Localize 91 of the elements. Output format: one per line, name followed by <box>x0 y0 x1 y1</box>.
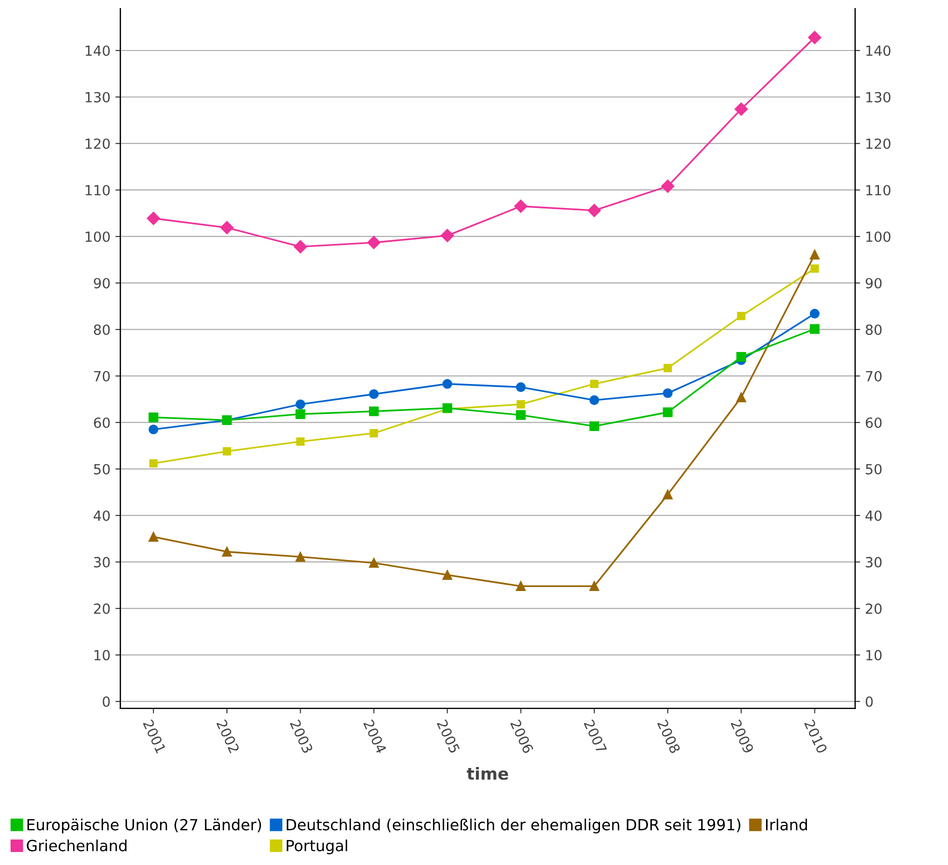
y-tick-label: 110 <box>86 184 110 196</box>
y2-tick-label: 90 <box>866 278 882 288</box>
point <box>222 447 232 456</box>
x-tick-label: 2008 <box>657 719 681 754</box>
point <box>589 421 600 432</box>
y2-tick-label: 100 <box>866 231 890 242</box>
y-tick-label: 130 <box>86 92 110 102</box>
x-tick-label: 2001 <box>142 719 166 754</box>
point <box>514 200 528 213</box>
y-tick-label: 140 <box>86 45 110 56</box>
point <box>810 308 820 319</box>
point <box>662 407 673 418</box>
point <box>808 30 822 44</box>
point <box>662 490 673 500</box>
y2-tick-label: 110 <box>866 184 890 196</box>
y2-tick-label: 10 <box>866 650 882 660</box>
point <box>296 409 306 419</box>
x-tick-label: 2004 <box>363 719 387 754</box>
legend-label: Irland <box>766 818 807 830</box>
y2-tick-label: 30 <box>866 556 882 568</box>
y2-tick-label: 20 <box>866 603 882 614</box>
legend-label: Deutschland (einschließlich der ehemaligen DDR seit 1991) <box>286 818 740 834</box>
point <box>148 424 158 434</box>
point <box>661 180 674 193</box>
point <box>589 581 600 592</box>
x-tick-label: 2007 <box>584 719 608 754</box>
y-tick-label: 50 <box>94 464 110 474</box>
y-tick-label: 80 <box>94 324 110 335</box>
point <box>590 380 598 388</box>
point <box>369 558 379 568</box>
point <box>440 228 454 242</box>
point <box>442 570 452 580</box>
point <box>736 392 746 402</box>
point <box>220 221 234 234</box>
y-tick-label: 20 <box>94 603 110 614</box>
point <box>146 212 160 225</box>
y-tick-label: 30 <box>94 556 110 568</box>
y-tick-label: 0 <box>102 696 110 707</box>
point <box>296 552 306 562</box>
point <box>148 412 158 422</box>
point <box>516 410 526 420</box>
point <box>296 437 305 446</box>
y-tick-label: 100 <box>86 231 110 242</box>
point <box>810 324 820 334</box>
y2-tick-label: 0 <box>866 696 873 707</box>
x-tick-label: 2002 <box>216 719 240 754</box>
y2-tick-label: 80 <box>866 324 882 335</box>
y-tick-label: 10 <box>94 650 110 660</box>
y2-tick-label: 40 <box>865 510 882 521</box>
point <box>516 400 525 409</box>
y-tick-label: 40 <box>94 510 110 521</box>
point <box>294 240 307 254</box>
y-tick-label: 60 <box>94 417 110 428</box>
point <box>737 312 746 320</box>
legend-label: Portugal <box>286 840 348 854</box>
y2-tick-label: 50 <box>866 464 882 474</box>
point <box>442 379 452 389</box>
x-axis-title: time <box>466 766 508 780</box>
y-tick-label: 70 <box>94 370 110 382</box>
point <box>369 389 379 399</box>
y2-tick-label: 130 <box>866 92 890 102</box>
point <box>736 352 746 362</box>
y-tick-label: 90 <box>94 278 110 288</box>
point <box>664 364 672 372</box>
x-tick-label: 2005 <box>436 719 460 754</box>
point <box>810 264 819 273</box>
y2-tick-label: 70 <box>866 370 882 382</box>
point <box>734 102 748 116</box>
point <box>662 388 673 398</box>
y2-tick-label: 140 <box>866 45 890 56</box>
y-tick-label: 120 <box>86 138 110 149</box>
point <box>149 459 158 468</box>
point <box>148 532 158 542</box>
y2-tick-label: 60 <box>866 417 882 428</box>
point <box>367 236 380 250</box>
y2-tick-label: 120 <box>866 138 890 149</box>
x-tick-label: 2006 <box>510 719 534 754</box>
x-tick-label: 2003 <box>290 719 314 754</box>
legend-label: Europäische Union (27 Länder) <box>27 818 262 834</box>
point <box>810 250 820 260</box>
point <box>222 546 232 557</box>
legend-label: Griechenland <box>26 840 126 852</box>
point <box>588 204 601 218</box>
point <box>370 429 378 438</box>
point <box>516 382 526 392</box>
point <box>296 399 306 410</box>
x-tick-label: 2010 <box>804 719 828 754</box>
point <box>369 406 379 416</box>
point <box>589 395 600 406</box>
point <box>516 581 526 592</box>
x-tick-label: 2009 <box>730 719 754 754</box>
